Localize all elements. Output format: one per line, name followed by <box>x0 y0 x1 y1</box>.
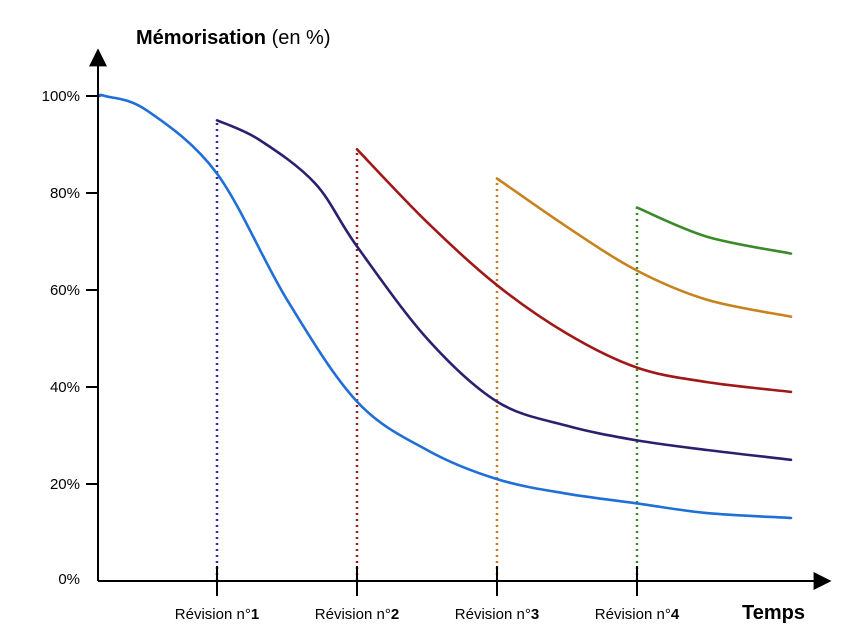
x-ticks: Révision n°1 Révision n°2 Révision n°3 Révi… <box>175 566 680 623</box>
y-tick-label: 100% <box>42 88 80 105</box>
series-line-3 <box>495 177 793 318</box>
series-line-2 <box>355 148 793 394</box>
series-line-1 <box>215 119 793 462</box>
y-tick-label: 0% <box>58 571 80 588</box>
revision-label-1: Révision n°1 <box>175 606 259 623</box>
revision-lines <box>215 120 639 581</box>
revision-label-2: Révision n°2 <box>315 606 399 623</box>
series-line-0 <box>98 93 793 520</box>
revision-label-3: Révision n°3 <box>455 606 539 623</box>
revision-label-4: Révision n°4 <box>595 606 680 623</box>
y-tick-label: 60% <box>50 282 80 299</box>
y-axis-label-bold: Mémorisation <box>136 27 266 49</box>
y-tick-label: 80% <box>50 185 80 202</box>
y-tick-label: 20% <box>50 476 80 493</box>
y-tick-label: 40% <box>50 379 80 396</box>
series-line-4 <box>635 206 793 255</box>
y-ticks: 0% 20% 40% 60% 80% 100% <box>42 88 98 588</box>
y-axis-label: Mémorisation (en %) <box>136 27 331 49</box>
y-axis-label-unit: (en %) <box>266 27 330 49</box>
x-axis-label: Temps <box>742 602 805 624</box>
series-layer <box>98 93 793 520</box>
